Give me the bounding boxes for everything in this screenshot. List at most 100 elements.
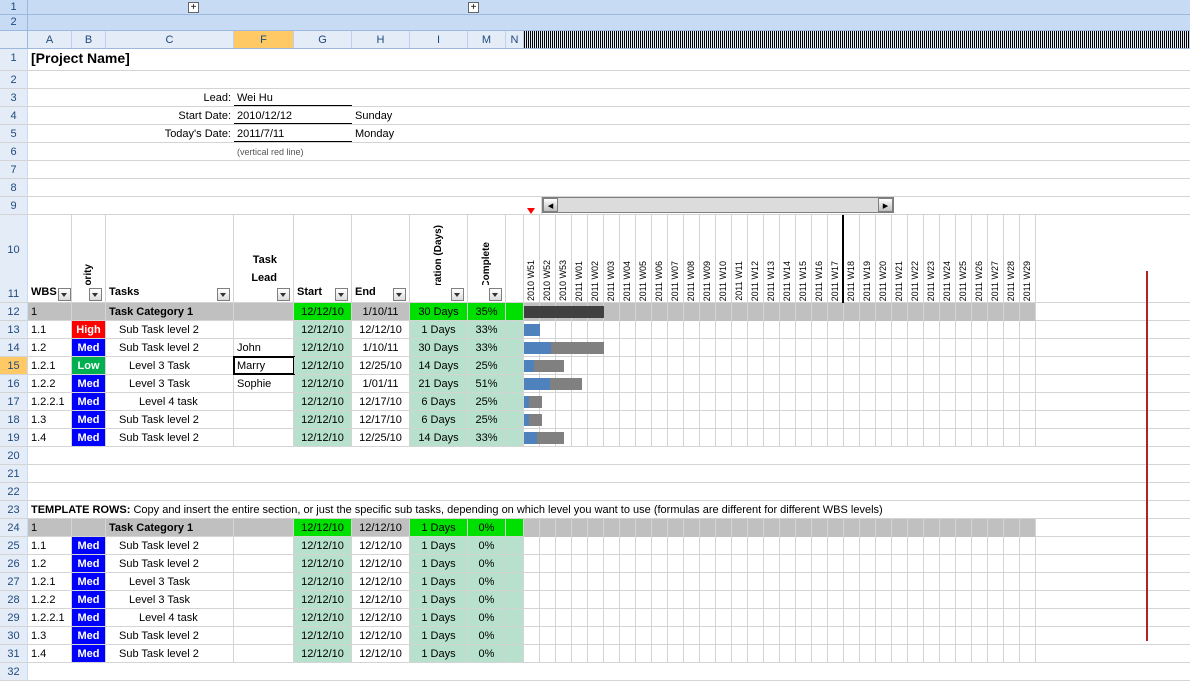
cell-wbs[interactable]: 1.2 xyxy=(28,555,72,572)
cell-duration[interactable]: 1 Days xyxy=(410,645,468,662)
row-num[interactable]: 16 xyxy=(0,375,28,392)
cell-end[interactable]: 12/12/10 xyxy=(352,591,410,608)
row-num[interactable]: 19 xyxy=(0,429,28,446)
cell-lead[interactable]: John xyxy=(234,339,294,356)
cell-duration[interactable]: 1 Days xyxy=(410,555,468,572)
cell-end[interactable]: 12/12/10 xyxy=(352,627,410,644)
cell-pct[interactable]: 0% xyxy=(468,573,506,590)
filter-priority-button[interactable] xyxy=(89,288,102,301)
cell-priority[interactable]: Med xyxy=(72,591,106,608)
cell-wbs[interactable]: 1.1 xyxy=(28,537,72,554)
cell-lead[interactable] xyxy=(234,555,294,572)
cell-wbs[interactable]: 1.2.2.1 xyxy=(28,393,72,410)
cell-pct[interactable]: 25% xyxy=(468,393,506,410)
row-num[interactable]: 3 xyxy=(0,89,28,106)
cell-priority[interactable]: Med xyxy=(72,393,106,410)
cell-start[interactable]: 12/12/10 xyxy=(294,573,352,590)
cell-priority[interactable] xyxy=(72,303,106,320)
cell-duration[interactable]: 6 Days xyxy=(410,393,468,410)
cell-priority[interactable]: Med xyxy=(72,375,106,392)
cell-wbs[interactable]: 1 xyxy=(28,303,72,320)
row-num[interactable]: 26 xyxy=(0,555,28,572)
cell-priority[interactable]: Med xyxy=(72,627,106,644)
today-date-value[interactable]: 2011/7/11 xyxy=(234,125,352,142)
cell-duration[interactable]: 30 Days xyxy=(410,339,468,356)
cell-pct[interactable]: 25% xyxy=(468,411,506,428)
cell-lead[interactable] xyxy=(234,537,294,554)
cell-priority[interactable]: Med xyxy=(72,537,106,554)
row-num[interactable]: 25 xyxy=(0,537,28,554)
row-num[interactable]: 32 xyxy=(0,663,28,680)
cell-start[interactable]: 12/12/10 xyxy=(294,555,352,572)
cell-end[interactable]: 12/25/10 xyxy=(352,357,410,374)
column-header-H[interactable]: H xyxy=(352,31,410,48)
cell-wbs[interactable]: 1.4 xyxy=(28,429,72,446)
cell-spacer[interactable] xyxy=(506,591,524,608)
cell-lead[interactable] xyxy=(234,627,294,644)
cell-task[interactable]: Level 4 task xyxy=(106,609,234,626)
cell-priority[interactable]: Med xyxy=(72,573,106,590)
cell-duration[interactable]: 1 Days xyxy=(410,321,468,338)
cell-priority[interactable]: Med xyxy=(72,555,106,572)
column-header-compressed[interactable] xyxy=(524,31,1190,48)
cell-duration[interactable]: 1 Days xyxy=(410,537,468,554)
cell-start[interactable]: 12/12/10 xyxy=(294,627,352,644)
cell-task[interactable]: Task Category 1 xyxy=(106,519,234,536)
cell-spacer[interactable] xyxy=(506,627,524,644)
row-num[interactable]: 7 xyxy=(0,161,28,178)
cell-wbs[interactable]: 1.1 xyxy=(28,321,72,338)
row-num[interactable]: 17 xyxy=(0,393,28,410)
filter-tasks-button[interactable] xyxy=(217,288,230,301)
scroll-left-button[interactable]: ◂ xyxy=(543,198,558,212)
cell-wbs[interactable]: 1 xyxy=(28,519,72,536)
cell-pct[interactable]: 0% xyxy=(468,537,506,554)
cell-end[interactable]: 1/10/11 xyxy=(352,339,410,356)
cell-pct[interactable]: 0% xyxy=(468,609,506,626)
filter-lead-button[interactable] xyxy=(277,288,290,301)
cell-duration[interactable]: 1 Days xyxy=(410,627,468,644)
cell-spacer[interactable] xyxy=(506,573,524,590)
cell-pct[interactable]: 0% xyxy=(468,519,506,536)
cell-end[interactable]: 12/17/10 xyxy=(352,393,410,410)
cell-start[interactable]: 12/12/10 xyxy=(294,645,352,662)
filter-end-button[interactable] xyxy=(393,288,406,301)
cell-spacer[interactable] xyxy=(506,555,524,572)
cell-duration[interactable]: 1 Days xyxy=(410,573,468,590)
cell-duration[interactable]: 30 Days xyxy=(410,303,468,320)
cell-lead[interactable] xyxy=(234,393,294,410)
cell-task[interactable]: Sub Task level 2 xyxy=(106,411,234,428)
cell-task[interactable]: Sub Task level 2 xyxy=(106,627,234,644)
comment-indicator-icon[interactable] xyxy=(527,208,535,214)
cell-duration[interactable]: 14 Days xyxy=(410,429,468,446)
cell-wbs[interactable]: 1.2.2 xyxy=(28,591,72,608)
cell-lead[interactable] xyxy=(234,303,294,320)
cell-task[interactable]: Sub Task level 2 xyxy=(106,645,234,662)
cell-lead[interactable]: Sophie xyxy=(234,375,294,392)
cell-task[interactable]: Level 4 task xyxy=(106,393,234,410)
cell-task[interactable]: Sub Task level 2 xyxy=(106,321,234,338)
scroll-right-button[interactable]: ▸ xyxy=(878,198,893,212)
cell-lead[interactable] xyxy=(234,573,294,590)
cell-wbs[interactable]: 1.2.2.1 xyxy=(28,609,72,626)
cell-duration[interactable]: 14 Days xyxy=(410,357,468,374)
cell-spacer[interactable] xyxy=(506,303,524,320)
cell-spacer[interactable] xyxy=(506,645,524,662)
row-num[interactable]: 4 xyxy=(0,107,28,124)
cell-end[interactable]: 12/12/10 xyxy=(352,645,410,662)
row-num[interactable]: 22 xyxy=(0,483,28,500)
cell-task[interactable]: Sub Task level 2 xyxy=(106,429,234,446)
cell-spacer[interactable] xyxy=(506,321,524,338)
row-num[interactable]: 29 xyxy=(0,609,28,626)
cell-start[interactable]: 12/12/10 xyxy=(294,357,352,374)
cell-duration[interactable]: 21 Days xyxy=(410,375,468,392)
cell-lead[interactable] xyxy=(234,609,294,626)
cell-start[interactable]: 12/12/10 xyxy=(294,519,352,536)
row-num[interactable]: 27 xyxy=(0,573,28,590)
cell-spacer[interactable] xyxy=(506,609,524,626)
filter-duration-button[interactable] xyxy=(451,288,464,301)
column-header-G[interactable]: G xyxy=(294,31,352,48)
cell-lead[interactable]: Marry xyxy=(234,357,294,374)
row-num[interactable]: 15 xyxy=(0,357,28,374)
cell-task[interactable]: Sub Task level 2 xyxy=(106,339,234,356)
cell-pct[interactable]: 51% xyxy=(468,375,506,392)
